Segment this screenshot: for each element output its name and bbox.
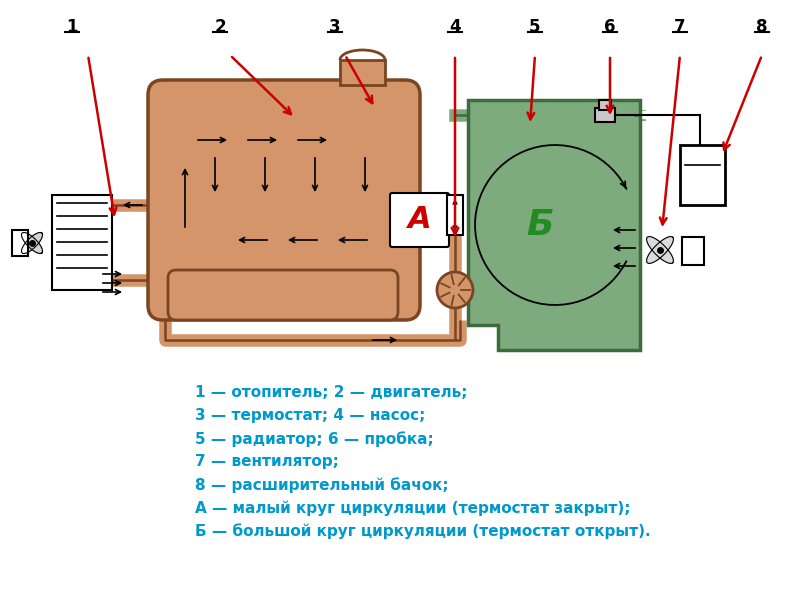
Bar [595,108,615,122]
Text: 3: 3 [329,18,341,36]
FancyBboxPatch shape [390,193,449,247]
Text: 3 — термостат; 4 — насос;: 3 — термостат; 4 — насос; [195,408,426,423]
Polygon shape [646,236,674,263]
Polygon shape [22,232,42,254]
Text: 7 — вентилятор;: 7 — вентилятор; [195,454,339,469]
Text: 5: 5 [530,18,541,36]
Text: 8: 8 [756,18,768,36]
Bar [447,195,463,235]
Bar [680,145,725,205]
Polygon shape [646,236,674,263]
Polygon shape [468,100,640,350]
Text: 1: 1 [66,18,78,36]
Text: 6: 6 [604,18,616,36]
FancyBboxPatch shape [168,270,398,320]
Text: А — малый круг циркуляции (термостат закрыт);: А — малый круг циркуляции (термостат зак… [195,500,630,516]
Text: 4: 4 [449,18,461,36]
Bar [52,195,112,290]
Circle shape [437,272,473,308]
Bar [682,237,704,265]
FancyBboxPatch shape [148,80,420,320]
Bar [599,100,611,110]
Text: 7: 7 [674,18,686,36]
Text: Б — большой круг циркуляции (термостат открыт).: Б — большой круг циркуляции (термостат о… [195,523,650,539]
Text: Б: Б [526,208,554,242]
Text: 1 — отопитель; 2 — двигатель;: 1 — отопитель; 2 — двигатель; [195,385,467,400]
Text: А: А [408,206,432,235]
Text: 5 — радиатор; 6 — пробка;: 5 — радиатор; 6 — пробка; [195,431,434,447]
Text: 8 — расширительный бачок;: 8 — расширительный бачок; [195,477,449,493]
Bar [340,60,385,85]
Bar [12,230,28,256]
Text: 2: 2 [214,18,226,36]
Polygon shape [22,232,42,254]
